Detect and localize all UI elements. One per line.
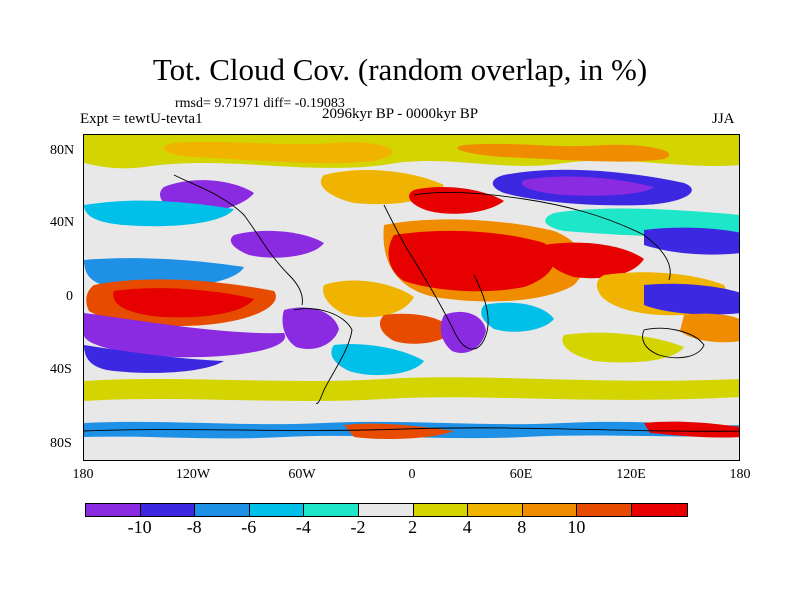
colorbar-swatch [140,504,196,516]
lon-tick-label: 60E [509,467,533,482]
lat-tick-label: 80N [50,143,75,158]
colorbar [85,503,688,517]
colorbar-label: -6 [241,517,257,537]
colorbar-swatch [413,504,469,516]
lon-tick-label: 60W [288,467,316,482]
lon-tick-label: 120E [616,467,646,482]
colorbar-swatch [631,504,687,516]
colorbar-label: -2 [350,517,366,537]
colorbar-label: -8 [186,517,202,537]
season-label: JJA [712,111,735,127]
colorbar-swatch [358,504,414,516]
lat-tick-label: 80S [50,436,72,451]
lon-tick-label: 180 [72,467,94,482]
colorbar-label: -10 [127,517,152,537]
colorbar-label: 10 [567,517,586,537]
period-label: 2096kyr BP - 0000kyr BP [322,106,479,122]
map-plot-area [83,134,740,461]
colorbar-swatch [195,504,250,516]
lon-tick-label: 120W [175,467,211,482]
lon-tick-label: 0 [408,467,416,482]
colorbar-label: -4 [295,517,311,537]
lon-tick-label: 180 [729,467,751,482]
experiment-label: Expt = tewtU-tevta1 [80,111,203,127]
cloud-anomaly-field [84,135,739,460]
colorbar-swatch [522,504,578,516]
colorbar-label: 2 [408,517,418,537]
lat-tick-label: 40S [50,362,72,377]
colorbar-swatch [86,504,141,516]
colorbar-label: 4 [462,517,472,537]
colorbar-swatch [249,504,305,516]
colorbar-swatch [304,504,359,516]
stats-text: rmsd= 9.71971 diff= -0.19083 [175,96,345,111]
map-title: Tot. Cloud Cov. (random overlap, in %) [152,52,648,87]
colorbar-swatch [468,504,523,516]
lat-tick-label: 40N [50,215,75,230]
colorbar-label: 8 [517,517,527,537]
lat-tick-label: 0 [66,289,73,304]
colorbar-swatch [577,504,632,516]
